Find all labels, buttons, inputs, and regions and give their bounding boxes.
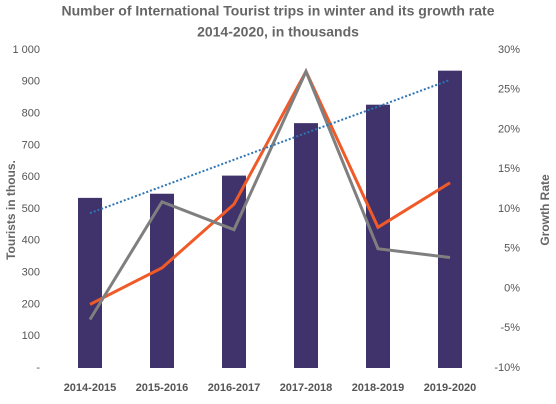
x-tick-label: 2014-2015 <box>64 382 117 394</box>
y-tick-label: 900 <box>22 76 40 88</box>
y2-tick-label: -5% <box>500 322 520 334</box>
bar <box>78 197 102 368</box>
y2-tick-label: 0% <box>504 282 520 294</box>
y2-tick-label: 30% <box>498 44 520 56</box>
y-tick-label: 800 <box>22 108 40 120</box>
y2-axis-title: Growth Rate <box>538 174 552 246</box>
y2-tick-label: 10% <box>498 203 520 215</box>
y-tick-label: 400 <box>22 235 40 247</box>
x-tick-label: 2016-2017 <box>208 382 261 394</box>
y-tick-label: - <box>36 362 40 374</box>
y-tick-label: 200 <box>22 298 40 310</box>
bar <box>150 193 174 368</box>
chart-title: Number of International Tourist trips in… <box>62 3 495 19</box>
y-tick-label: 700 <box>22 139 40 151</box>
x-tick-label: 2017-2018 <box>280 382 333 394</box>
x-tick-label: 2015-2016 <box>136 382 189 394</box>
y2-tick-label: 5% <box>504 243 520 255</box>
y-tick-label: 100 <box>22 330 40 342</box>
x-tick-label: 2019-2020 <box>424 382 477 394</box>
y2-tick-label: 20% <box>498 123 520 135</box>
y-axis-title: Tourists in thous. <box>4 160 18 260</box>
line <box>89 68 451 306</box>
chart-title: 2014-2020, in thousands <box>197 24 359 40</box>
bar <box>438 70 462 369</box>
y-tick-label: 500 <box>22 203 40 215</box>
y2-tick-label: 15% <box>498 163 520 175</box>
line <box>88 67 451 321</box>
bar <box>366 104 390 369</box>
bar <box>294 123 318 368</box>
y-tick-label: 1 000 <box>12 44 40 56</box>
x-tick-label: 2018-2019 <box>352 382 405 394</box>
line <box>89 78 451 215</box>
y2-tick-label: -10% <box>494 362 520 374</box>
y-tick-label: 300 <box>22 267 40 279</box>
y-tick-label: 600 <box>22 171 40 183</box>
y2-tick-label: 25% <box>498 84 520 96</box>
bar <box>222 175 246 368</box>
